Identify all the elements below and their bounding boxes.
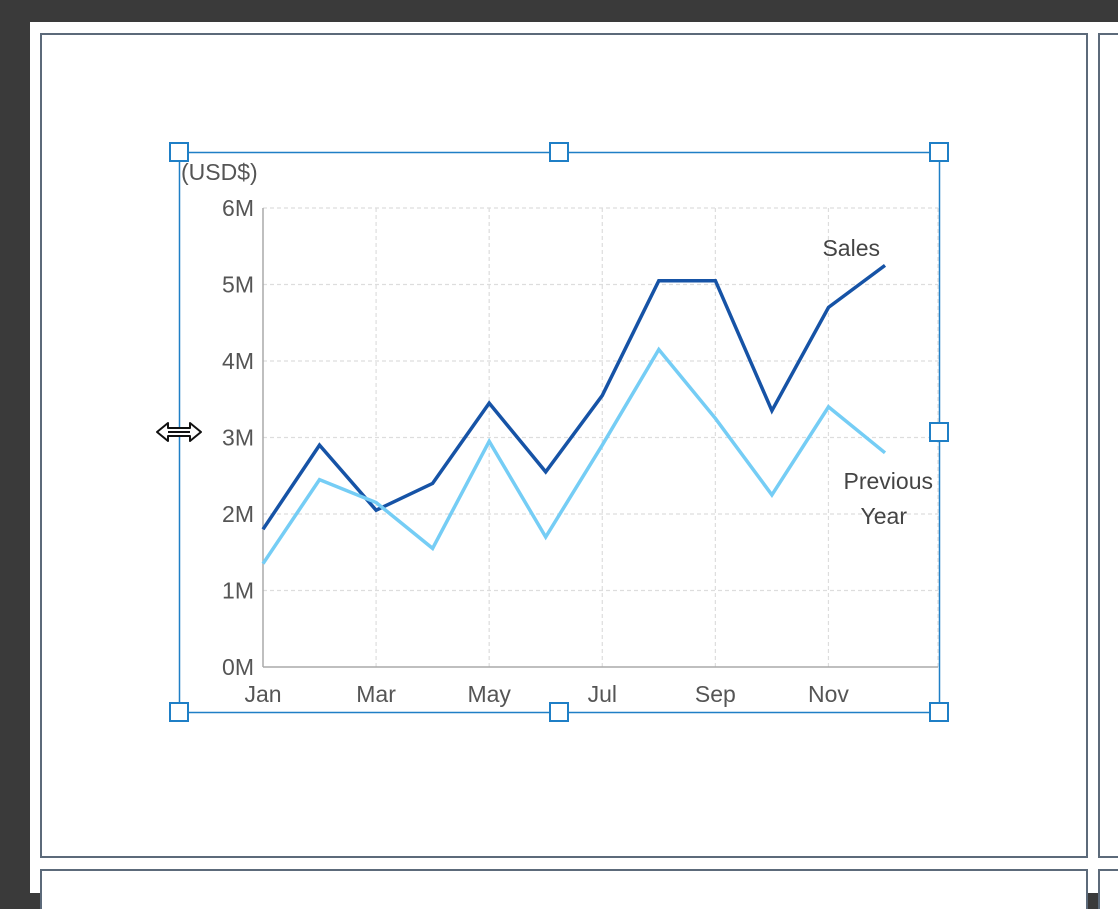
chart-labels: (USD$) 0M 1M 2M 3M 4M 5M 6M Jan Mar May Jul Sep Nov S… — [181, 159, 933, 707]
resize-horizontal-icon — [156, 422, 202, 442]
x-tick-label: Jul — [588, 681, 617, 707]
adjacent-panel-right[interactable] — [1098, 33, 1118, 858]
selection-frame[interactable] — [169, 142, 949, 722]
handle-top-center[interactable] — [549, 142, 569, 162]
x-tick-label: May — [467, 681, 511, 707]
y-tick-label: 0M — [222, 654, 254, 680]
series-label-previous-year: Year — [861, 503, 908, 529]
handle-bottom-center[interactable] — [549, 702, 569, 722]
handle-top-left[interactable] — [169, 142, 189, 162]
x-tick-label: Sep — [695, 681, 736, 707]
unit-label: (USD$) — [181, 159, 258, 185]
x-tick-label: Mar — [356, 681, 396, 707]
chart-axes — [262, 208, 938, 668]
y-tick-label: 6M — [222, 195, 254, 221]
y-tick-label: 4M — [222, 348, 254, 374]
handle-middle-right[interactable] — [929, 422, 949, 442]
chart-grid — [263, 207, 939, 667]
x-tick-label: Nov — [808, 681, 849, 707]
handle-bottom-left[interactable] — [169, 702, 189, 722]
handle-bottom-right[interactable] — [929, 702, 949, 722]
handle-top-right[interactable] — [929, 142, 949, 162]
y-tick-label: 3M — [222, 425, 254, 451]
x-tick-label: Jan — [244, 681, 281, 707]
series-label-previous-year: Previous — [844, 468, 933, 494]
series-line-previous-year — [261, 346, 887, 565]
series-label-sales: Sales — [822, 235, 880, 261]
y-tick-label: 2M — [222, 501, 254, 527]
chart-series — [261, 263, 887, 565]
y-tick-label: 1M — [222, 578, 254, 604]
y-tick-label: 5M — [222, 272, 254, 298]
